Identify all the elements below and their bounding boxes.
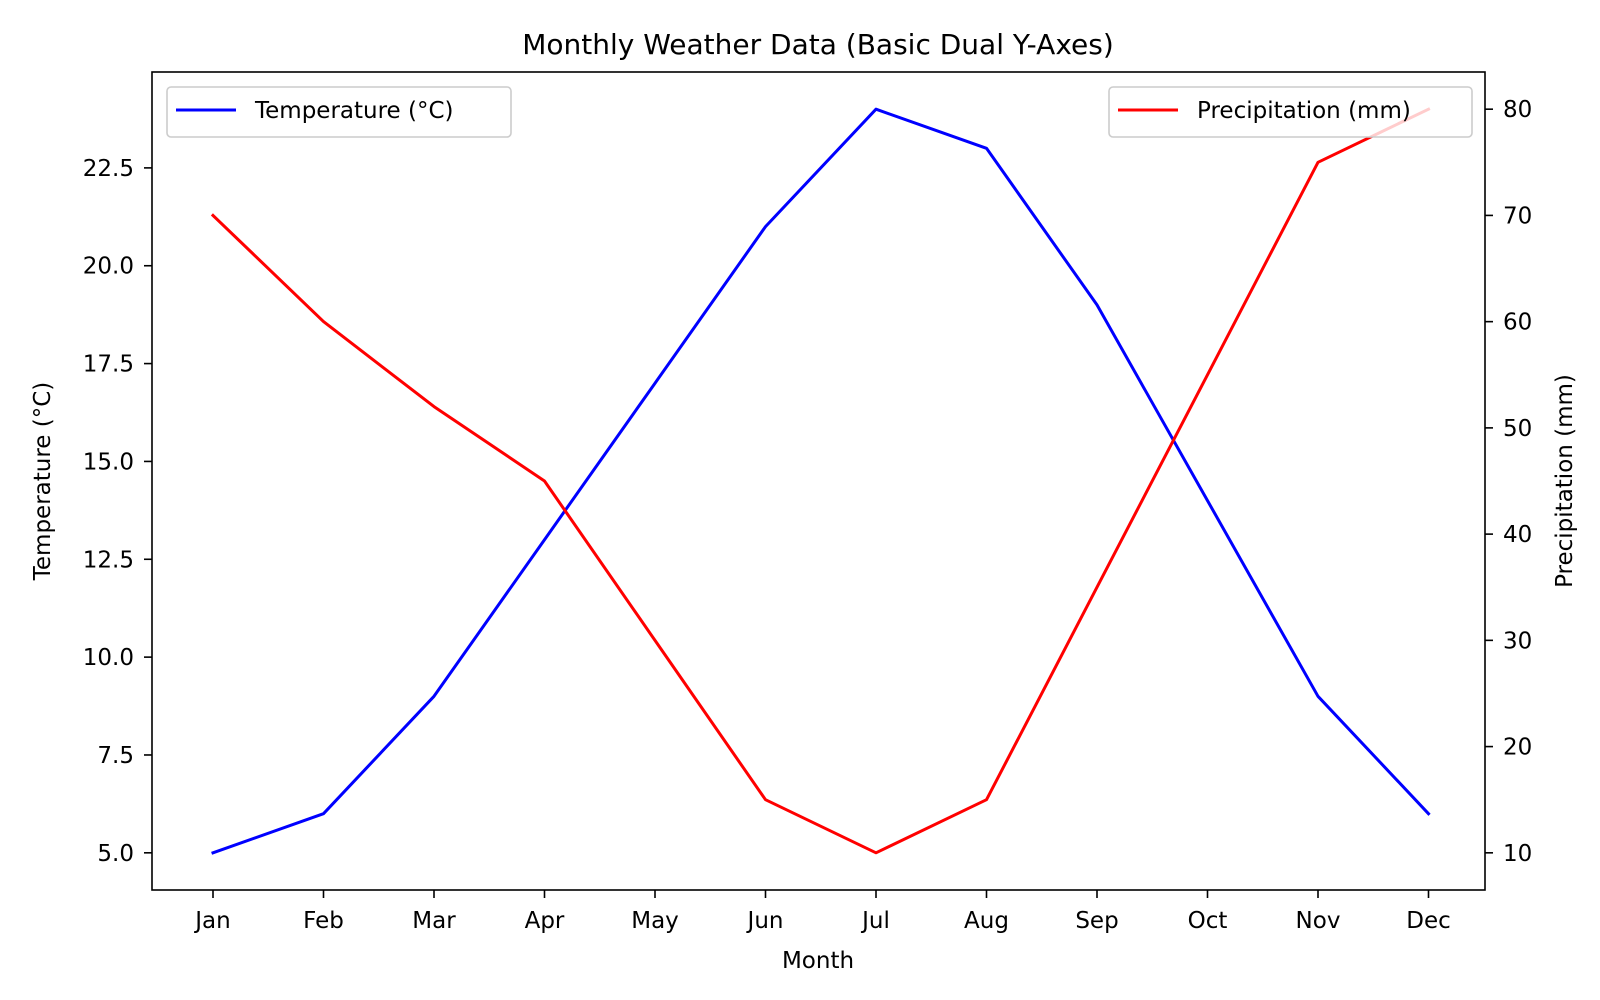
left-y-axis-ticks: 5.0 7.5 10.0 12.5 15.0 17.5 20.0 22.5 — [83, 156, 152, 867]
plot-frame — [151, 71, 1486, 891]
left-y-tick-label: 22.5 — [83, 156, 134, 182]
right-y-tick-label: 40 — [1503, 522, 1532, 548]
series-lines — [210, 107, 1431, 855]
x-tick-label: May — [631, 908, 679, 934]
left-y-tick-label: 7.5 — [97, 743, 134, 769]
legend-temperature: Temperature (°C) — [166, 86, 512, 138]
x-tick-label: Dec — [1406, 908, 1451, 934]
left-y-tick-label: 15.0 — [83, 449, 134, 475]
right-y-tick-label: 70 — [1503, 203, 1532, 229]
right-y-axis-ticks: 10 20 30 40 50 60 70 80 — [1485, 97, 1532, 867]
x-tick-label: Jul — [860, 908, 890, 934]
x-axis-ticks: Jan Feb Mar Apr May Jun Jul Aug Sep Oct Nov Dec — [193, 890, 1451, 934]
chart-title: Monthly Weather Data (Basic Dual Y-Axes) — [522, 28, 1114, 61]
legend-precipitation-label: Precipitation (mm) — [1197, 98, 1411, 124]
x-tick-label: Oct — [1188, 908, 1228, 934]
temperature-series-line — [211, 107, 1431, 855]
legend-temperature-label: Temperature (°C) — [254, 98, 454, 124]
x-axis-title: Month — [782, 948, 854, 974]
x-tick-label: Mar — [412, 908, 456, 934]
x-tick-label: Jun — [746, 908, 784, 934]
legend-precipitation-box — [1108, 86, 1473, 138]
legend-temperature-box — [166, 86, 512, 138]
x-tick-label: Sep — [1075, 908, 1118, 934]
right-y-tick-label: 10 — [1503, 841, 1532, 867]
right-y-axis-title: Precipitation (mm) — [1552, 374, 1578, 588]
x-tick-label: Jan — [193, 908, 230, 934]
left-y-tick-label: 20.0 — [83, 254, 134, 280]
right-y-tick-label: 80 — [1503, 97, 1532, 123]
left-y-axis-title: Temperature (°C) — [30, 382, 56, 582]
right-y-tick-label: 20 — [1503, 735, 1532, 761]
right-y-tick-label: 60 — [1503, 310, 1532, 336]
left-y-tick-label: 10.0 — [83, 645, 134, 671]
left-y-tick-label: 12.5 — [83, 547, 134, 573]
right-y-tick-label: 30 — [1503, 628, 1532, 654]
left-y-tick-label: 17.5 — [83, 352, 134, 378]
x-tick-label: Nov — [1296, 908, 1341, 934]
x-tick-label: Aug — [964, 908, 1009, 934]
x-tick-label: Feb — [303, 908, 344, 934]
left-y-tick-label: 5.0 — [97, 841, 134, 867]
x-tick-label: Apr — [525, 908, 565, 934]
legend-precipitation: Precipitation (mm) — [1108, 86, 1473, 138]
precipitation-series-line — [210, 107, 1431, 855]
right-y-tick-label: 50 — [1503, 416, 1532, 442]
